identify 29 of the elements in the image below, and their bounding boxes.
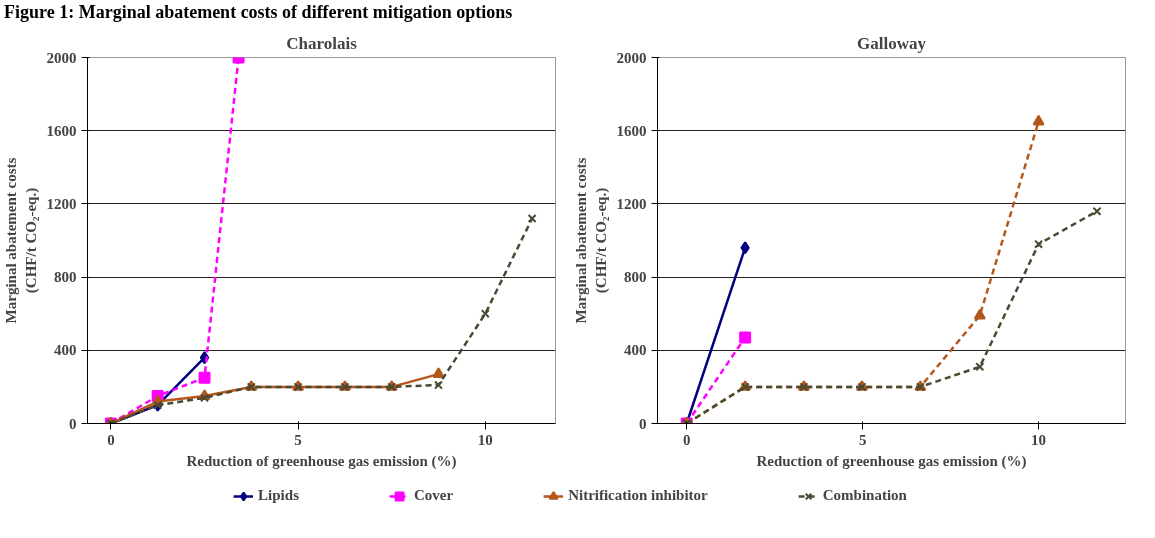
x-tick-label: 5 <box>858 431 867 448</box>
legend-label: Lipids <box>258 487 299 505</box>
x-axis-title: Reduction of greenhouse gas emission (%) <box>756 452 1027 470</box>
x-tick-label: 0 <box>682 431 691 448</box>
y-tick-label: 2000 <box>616 49 647 66</box>
y-tick-label: 400 <box>54 342 77 358</box>
legend-label: Nitrification inhibitor <box>568 487 708 505</box>
y-tick-label: 1600 <box>616 122 647 139</box>
y-tick-label: 800 <box>54 268 77 285</box>
chart-title: Charolais <box>286 33 358 53</box>
legend-label: Combination <box>822 487 907 505</box>
caption: Figure 1: Marginal abatement costs of different mitigation options <box>4 1 513 24</box>
x-tick-label: 5 <box>294 431 302 448</box>
x-tick-label: 10 <box>1031 431 1047 448</box>
y-tick-label: 0 <box>69 415 77 432</box>
y-axis-title: Marginal abatement costs (CHF/t CO₂-eq.) <box>3 157 40 324</box>
y-tick-label: 1200 <box>46 195 77 212</box>
x-axis-title: Reduction of greenhouse gas emission (%) <box>186 452 457 470</box>
y-tick-label: 0 <box>639 415 647 432</box>
y-tick-label: 1600 <box>46 122 77 139</box>
chart-title: Galloway <box>857 33 927 53</box>
y-tick-label: 800 <box>624 268 647 285</box>
x-tick-label: 0 <box>107 431 115 448</box>
x-tick-label: 10 <box>477 431 493 448</box>
y-axis-title: Marginal abatement costs (CHF/t CO₂-eq.) <box>573 157 610 324</box>
y-tick-label: 400 <box>624 342 647 358</box>
y-tick-label: 1200 <box>616 195 647 212</box>
y-tick-label: 2000 <box>46 49 77 66</box>
legend-label: Cover <box>413 487 454 505</box>
